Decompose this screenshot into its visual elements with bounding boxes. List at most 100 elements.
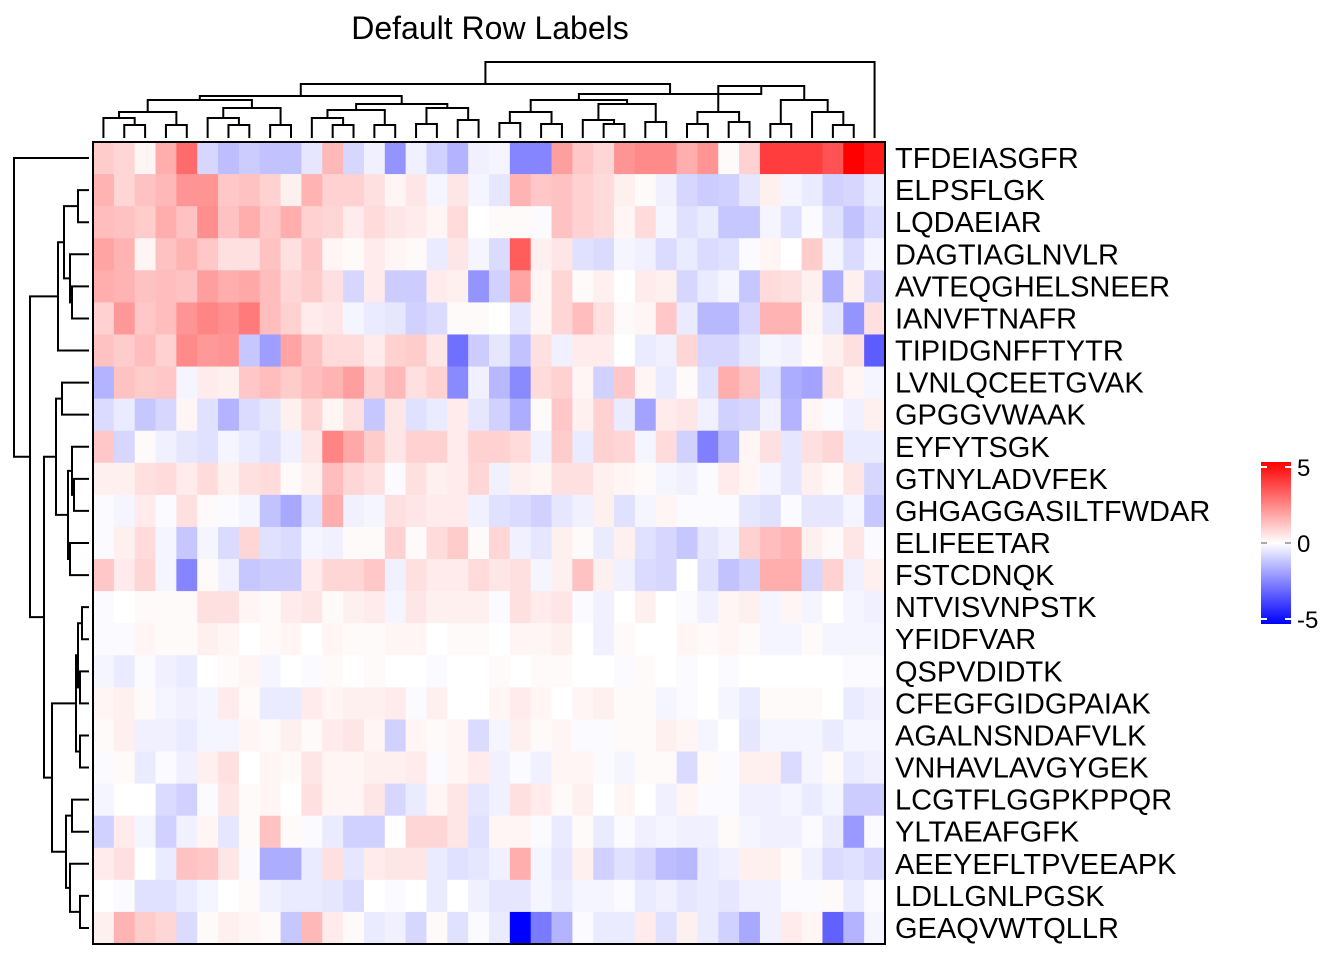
heatmap-cell xyxy=(864,911,886,945)
heatmap-cell xyxy=(218,879,240,913)
heatmap-cell xyxy=(301,270,323,303)
heatmap-cell xyxy=(718,687,740,721)
heatmap-cell xyxy=(843,879,865,913)
heatmap-cell xyxy=(176,655,198,688)
heatmap-cell xyxy=(801,815,824,849)
heatmap-cell xyxy=(697,302,719,336)
heatmap-cell xyxy=(218,623,240,656)
heatmap-cell xyxy=(780,430,803,464)
heatmap-cell xyxy=(614,174,636,207)
heatmap-cell xyxy=(238,879,261,913)
heatmap-cell xyxy=(801,879,824,913)
heatmap-cell xyxy=(655,719,678,753)
heatmap-cell xyxy=(509,655,532,688)
heatmap-cell xyxy=(780,366,803,400)
heatmap-cell xyxy=(697,174,719,207)
heatmap-cell xyxy=(218,334,240,368)
heatmap-cell xyxy=(676,494,699,528)
heatmap-cell xyxy=(614,302,636,336)
heatmap-cell xyxy=(676,623,699,656)
heatmap-cell xyxy=(343,751,365,785)
row-label: IANVFTNAFR xyxy=(895,303,1077,335)
heatmap-cell xyxy=(238,270,261,303)
heatmap-cell xyxy=(780,591,803,624)
column-dendrogram-branch xyxy=(415,123,438,138)
heatmap-cell xyxy=(634,719,657,753)
heatmap-cell xyxy=(551,847,573,881)
heatmap-cell xyxy=(759,238,782,271)
heatmap-cell xyxy=(843,719,865,753)
heatmap-cell xyxy=(509,559,532,592)
heatmap-cell xyxy=(780,783,803,817)
heatmap-cell xyxy=(238,206,261,239)
heatmap-cell xyxy=(655,430,678,464)
heatmap-cell xyxy=(343,526,365,560)
heatmap-cell xyxy=(843,270,865,303)
heatmap-cell xyxy=(718,783,740,817)
heatmap-cell xyxy=(155,238,177,271)
row-label: FSTCDNQK xyxy=(895,560,1055,592)
heatmap-cell xyxy=(468,398,490,432)
row-label: NTVISVNPSTK xyxy=(895,592,1097,624)
heatmap-cell xyxy=(822,783,844,817)
heatmap-cell xyxy=(489,366,511,400)
heatmap-cell xyxy=(634,334,657,368)
heatmap-cell xyxy=(363,559,386,592)
heatmap-cell xyxy=(134,142,157,175)
row-dendrogram-branch xyxy=(73,477,89,512)
heatmap-cell xyxy=(301,687,323,721)
legend-label-min: -5 xyxy=(1297,607,1318,634)
heatmap-cell xyxy=(426,559,448,592)
heatmap-cell xyxy=(197,398,219,432)
heatmap-cell xyxy=(801,430,824,464)
heatmap-cell xyxy=(197,142,219,175)
heatmap-cell xyxy=(176,430,198,464)
heatmap-cell xyxy=(530,494,553,528)
heatmap-cell xyxy=(468,334,490,368)
heatmap-cell xyxy=(197,783,219,817)
heatmap-cell xyxy=(301,206,323,239)
heatmap-cell xyxy=(697,559,719,592)
heatmap-cell xyxy=(426,398,448,432)
heatmap-cell xyxy=(426,655,448,688)
heatmap-cell xyxy=(447,911,469,945)
heatmap-cell xyxy=(113,783,136,817)
heatmap-cell xyxy=(822,270,844,303)
heatmap-cell xyxy=(134,815,157,849)
heatmap-cell xyxy=(614,815,636,849)
heatmap-cell xyxy=(113,174,136,207)
heatmap-cell xyxy=(468,174,490,207)
heatmap-cell xyxy=(843,911,865,945)
heatmap-cell xyxy=(113,687,136,721)
heatmap-cell xyxy=(509,815,532,849)
heatmap-cell xyxy=(134,559,157,592)
heatmap-cell xyxy=(238,334,261,368)
heatmap-cell xyxy=(843,559,865,592)
heatmap-cell xyxy=(864,687,886,721)
heatmap-cell xyxy=(551,174,573,207)
heatmap-cell xyxy=(134,719,157,753)
heatmap-cell xyxy=(468,238,490,271)
heatmap-cell xyxy=(551,302,573,336)
heatmap-cell xyxy=(614,526,636,560)
heatmap-cell xyxy=(384,687,407,721)
heatmap-cell xyxy=(489,462,511,496)
heatmap-cell xyxy=(780,719,803,753)
heatmap-cell xyxy=(676,270,699,303)
heatmap-cell xyxy=(322,206,344,239)
heatmap-cell xyxy=(655,494,678,528)
heatmap-cell xyxy=(822,623,844,656)
heatmap-cell xyxy=(822,398,844,432)
heatmap-cell xyxy=(572,911,594,945)
heatmap-cell xyxy=(718,462,740,496)
heatmap-cell xyxy=(801,655,824,688)
heatmap-cell xyxy=(93,142,115,175)
heatmap-cell xyxy=(759,494,782,528)
heatmap-cell xyxy=(280,430,303,464)
heatmap-cell xyxy=(572,559,594,592)
heatmap-cell xyxy=(530,334,553,368)
heatmap-cell xyxy=(259,206,282,239)
heatmap-cell xyxy=(530,847,553,881)
row-dendrogram-branch xyxy=(13,157,89,458)
heatmap-cell xyxy=(697,751,719,785)
